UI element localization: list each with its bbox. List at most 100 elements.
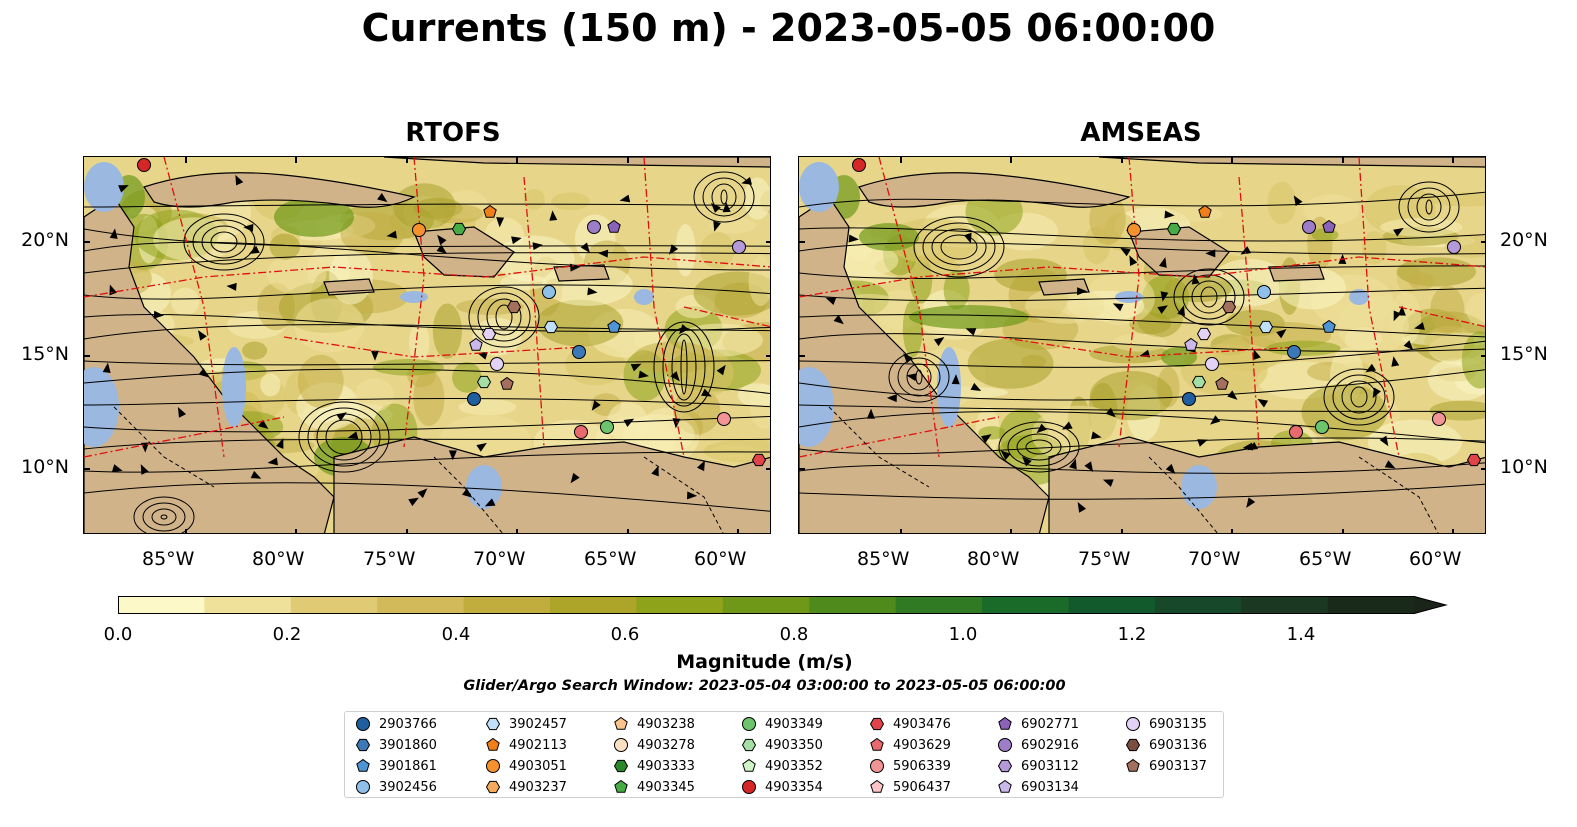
legend-marker: [1126, 717, 1140, 731]
magnitude-patch: [1267, 181, 1297, 225]
float-marker: [1432, 412, 1446, 426]
hexagon-marker-icon: [485, 780, 501, 794]
colorbar-tick-6: 1.2: [1117, 624, 1147, 645]
magnitude-patch: [294, 298, 365, 353]
streamline-arrow: [197, 330, 207, 341]
streamline-arrow: [1069, 458, 1077, 470]
magnitude-patch: [432, 303, 462, 359]
eez-boundary: [1238, 176, 1260, 448]
streamline-eddy: [1323, 368, 1395, 426]
magnitude-patch: [1337, 295, 1409, 356]
streamline-arrow: [1102, 479, 1114, 487]
legend-item: 3902457: [485, 715, 567, 733]
lon-tick-left-80w: 80°W: [252, 548, 305, 570]
legend-marker: [614, 779, 628, 793]
streamline-arrow: [243, 223, 254, 232]
legend-item: 4903278: [613, 736, 695, 754]
streamline-arrow: [511, 236, 522, 245]
streamline: [84, 203, 770, 208]
streamline-arrow: [1293, 195, 1303, 206]
legend-marker: [1125, 738, 1141, 752]
shallow-water: [937, 347, 961, 427]
streamline-eddy: [307, 407, 381, 467]
float-marker: [1315, 420, 1329, 434]
streamline-arrow: [336, 412, 347, 422]
legend-label: 6903137: [1149, 758, 1207, 774]
float-marker: [1447, 240, 1461, 254]
colorbar-extend-arrow: [1414, 596, 1447, 614]
float-marker: [1466, 453, 1482, 467]
streamline: [799, 369, 1485, 401]
float-marker: [506, 300, 522, 314]
float-marker: [1258, 320, 1274, 334]
streamline-arrow: [549, 210, 558, 221]
country-border: [1148, 456, 1218, 533]
streamline-eddy: [160, 514, 168, 520]
streamline-arrow: [1077, 502, 1087, 513]
legend-item: 6903134: [997, 778, 1079, 796]
legend-marker: [998, 716, 1012, 730]
colorbar-tick-4: 0.8: [779, 624, 809, 645]
streamline-arrow: [1242, 442, 1254, 451]
streamline: [84, 241, 770, 271]
float-marker: [500, 376, 514, 390]
legend-item: 4903629: [869, 736, 951, 754]
streamline: [799, 265, 1485, 279]
streamline-eddy: [477, 292, 531, 342]
float-marker: [137, 158, 151, 172]
streamline-eddy: [671, 333, 697, 401]
streamline-arrow: [886, 394, 897, 403]
float-marker: [1191, 375, 1207, 389]
magnitude-patch: [340, 212, 405, 255]
magnitude-patch: [737, 383, 770, 407]
streamline-eddy: [495, 304, 513, 330]
streamline-arrow: [903, 353, 913, 364]
magnitude-patch: [354, 378, 395, 412]
streamline-arrow: [109, 228, 118, 239]
legend-marker: [742, 758, 756, 772]
magnitude-patch: [170, 287, 200, 316]
streamline-eddy: [1416, 193, 1442, 221]
legend-item: 4903352: [741, 757, 823, 775]
magnitude-patch: [297, 354, 344, 409]
lon-tick-left-85w: 85°W: [142, 548, 195, 570]
legend-item: 4903237: [485, 778, 567, 796]
streamline-arrow: [1084, 461, 1094, 473]
streamline-arrow: [1091, 431, 1102, 440]
strong-current-patch: [1161, 347, 1197, 367]
streamline-arrow: [267, 457, 278, 466]
magnitude-patch: [260, 373, 281, 397]
magnitude-patch: [967, 338, 1054, 389]
hexagon-marker-icon: [869, 717, 885, 731]
streamline-arrow: [347, 431, 359, 440]
streamline-eddy: [702, 177, 746, 217]
streamline-arrow: [235, 174, 244, 186]
legend-marker: [486, 737, 500, 751]
streamline-arrow: [448, 450, 457, 461]
eez-boundary: [523, 176, 545, 448]
float-marker: [1289, 425, 1303, 439]
magnitude-patch: [943, 270, 970, 310]
strong-current-patch: [909, 305, 1029, 329]
land-mass: [858, 172, 1131, 208]
streamline-arrow: [177, 407, 187, 418]
streamline-arrow: [275, 438, 284, 449]
magnitude-patch: [1396, 257, 1477, 287]
map-panel-amseas: [798, 156, 1486, 534]
streamline-arrow: [672, 418, 681, 429]
streamline: [799, 404, 1485, 412]
streamline-arrow: [716, 364, 726, 376]
streamline-arrow: [477, 351, 488, 360]
float-marker: [1322, 219, 1336, 233]
lon-tick-left-75w: 75°W: [363, 548, 416, 570]
colorbar-segment: [377, 596, 465, 614]
streamline-arrow: [417, 488, 428, 499]
legend-item: 3902456: [355, 778, 437, 796]
eez-boundary: [878, 157, 940, 458]
circle-marker-icon: [1126, 717, 1140, 731]
streamline-eddy: [1007, 427, 1071, 467]
streamline-arrow: [630, 363, 642, 372]
streamline-arrow: [1160, 291, 1169, 302]
land-mass: [1048, 436, 1485, 533]
pentagon-marker-icon: [998, 716, 1012, 730]
